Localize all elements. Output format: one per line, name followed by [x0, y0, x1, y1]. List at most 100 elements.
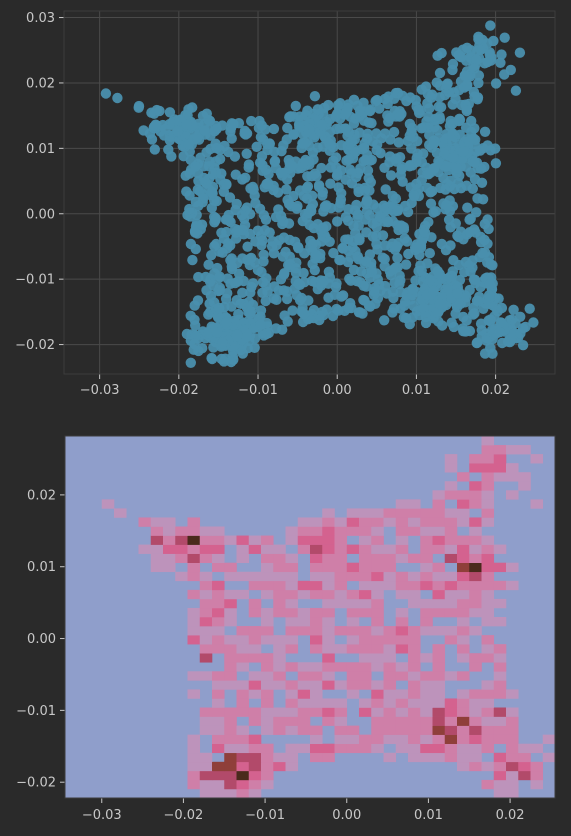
heatmap-cell [248, 653, 262, 663]
scatter-point [378, 200, 389, 211]
heatmap-cell [261, 544, 274, 554]
heatmap-cell [273, 671, 286, 681]
scatter-point [350, 113, 361, 124]
heatmap-cell [248, 734, 262, 744]
scatter-point [496, 49, 507, 60]
heatmap-cells [101, 436, 556, 799]
heatmap-cell [297, 589, 311, 600]
heatmap-cell [297, 743, 311, 754]
heatmap-cell [469, 562, 482, 573]
heatmap-cell [359, 626, 372, 636]
heatmap-cell [371, 725, 384, 735]
scatter-point [434, 299, 446, 310]
heatmap-cell [481, 617, 495, 627]
scatter-point [469, 91, 480, 102]
heatmap-cell [150, 553, 164, 563]
scatter-point [412, 148, 423, 159]
scatter-point [367, 231, 378, 242]
heatmap-cell [150, 544, 164, 554]
scatter-point [391, 241, 402, 252]
scatter-point [524, 303, 535, 314]
scatter-point [266, 241, 278, 252]
heatmap-cell [371, 626, 384, 636]
heatmap-cell [408, 752, 421, 763]
scatter-point [290, 267, 302, 279]
scatter-point [425, 274, 436, 286]
heatmap-cell [481, 644, 495, 654]
heatmap-cell [334, 589, 348, 600]
scatter-point [387, 190, 398, 202]
heatmap-cell [261, 589, 274, 600]
heatmap-cell [248, 607, 262, 618]
heatmap-cell [444, 671, 458, 681]
scatter-point [416, 84, 427, 95]
heatmap-cell [481, 454, 495, 464]
heatmap-cell [212, 589, 225, 600]
heatmap-cell [359, 598, 372, 609]
heatmap-cell [199, 716, 213, 726]
heatmap-cell [481, 463, 495, 473]
heatmap-cell [346, 689, 360, 699]
scatter-point [336, 140, 347, 151]
heatmap-cell [346, 662, 360, 672]
scatter-point [487, 260, 498, 271]
scatter-point [150, 121, 161, 132]
heatmap-cell [359, 635, 372, 645]
heatmap-cell [359, 589, 372, 600]
heatmap-cell [469, 743, 482, 754]
heatmap-cell [408, 526, 421, 536]
heatmap-cell [371, 580, 384, 591]
scatter-point [273, 285, 285, 296]
scatter-y-tick-label: 0.01 [26, 142, 55, 157]
heatmap-cell [322, 680, 335, 690]
heatmap-cell [457, 535, 470, 545]
scatter-point [181, 119, 192, 130]
heatmap-cell [285, 562, 299, 573]
heatmap-cell [481, 598, 495, 609]
heatmap-cell [383, 635, 397, 645]
heatmap-cell [310, 752, 323, 763]
heatmap-cell [371, 653, 384, 663]
scatter-point [255, 131, 267, 143]
heatmap-cell [457, 544, 470, 554]
heatmap-cell [359, 653, 372, 663]
heatmap-cell [322, 562, 335, 573]
heatmap-cell [444, 734, 458, 744]
scatter-point [441, 161, 452, 172]
heatmap-cell [346, 544, 360, 554]
scatter-point [193, 271, 204, 283]
heatmap-cell [432, 544, 446, 554]
scatter-point [283, 218, 295, 229]
heatmap-cell [285, 589, 299, 600]
scatter-point [206, 202, 217, 214]
heatmap-cell [493, 770, 507, 781]
scatter-point [515, 311, 526, 322]
scatter-point [290, 275, 301, 287]
scatter-point [423, 111, 434, 123]
scatter-point [290, 100, 301, 112]
scatter-point [517, 340, 529, 351]
scatter-point [221, 317, 232, 328]
heatmap-cell [408, 716, 421, 726]
heatmap-cell [187, 734, 201, 744]
scatter-point [324, 236, 335, 247]
heatmap-cell [457, 734, 470, 744]
scatter-point [361, 196, 373, 207]
heatmap-cell [248, 770, 262, 781]
heatmap-cell [285, 571, 299, 582]
scatter-point [469, 63, 480, 74]
heatmap-cell [530, 770, 544, 781]
scatter-point [193, 134, 205, 145]
heatmap-cell [420, 725, 433, 735]
scatter-point [441, 79, 453, 91]
heatmap-cell [457, 607, 470, 618]
heatmap-cell [212, 734, 225, 744]
heatmap-cell [506, 463, 519, 473]
heatmap-cell [346, 743, 360, 754]
scatter-point [515, 328, 526, 339]
scatter-y-tick-label: −0.02 [15, 338, 55, 353]
heatmap-cell [187, 571, 201, 582]
heatmap-cell [297, 707, 311, 717]
heatmap-cell [322, 752, 335, 763]
heatmap-cell [444, 635, 458, 645]
